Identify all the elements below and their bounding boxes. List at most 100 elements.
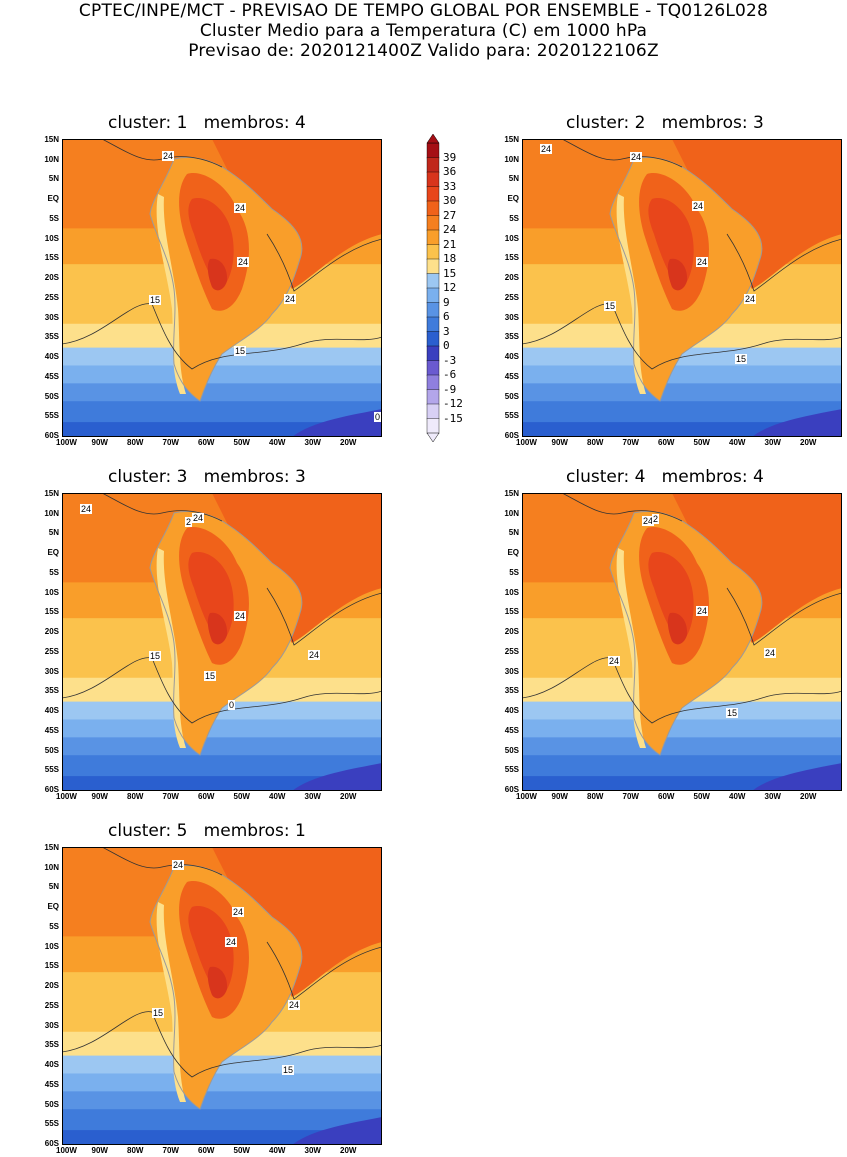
colorbar-level-label: -15: [443, 411, 463, 425]
lat-tick-label: 60S: [504, 431, 519, 440]
colorbar-level-label: 3: [443, 324, 450, 338]
lat-tick-label: 15N: [504, 135, 519, 144]
lat-tick-label: 20S: [504, 273, 519, 283]
colorbar-segment: [426, 273, 440, 289]
lon-tick-label: 70W: [162, 438, 179, 447]
colorbar-top-arrow: [426, 133, 440, 144]
lon-tick-label: 50W: [233, 792, 250, 801]
lon-tick-label: 70W: [162, 1146, 179, 1155]
lon-tick-label: 90W: [551, 792, 568, 801]
lat-tick-label: 5N: [508, 174, 519, 184]
contour-label: 24: [764, 648, 777, 658]
contour-label: 24: [162, 151, 175, 161]
lat-tick-label: 30S: [504, 312, 519, 322]
colorbar-level-label: 33: [443, 179, 457, 193]
lat-tick-label: 35S: [44, 332, 59, 342]
lat-tick-label: 55S: [44, 1119, 59, 1129]
lat-tick-label: 10S: [504, 233, 519, 243]
lat-tick-label: 40S: [44, 706, 59, 716]
lat-tick-label: 15N: [44, 489, 59, 498]
colorbar-segment: [426, 360, 440, 376]
lat-tick-label: 10S: [44, 233, 59, 243]
lat-tick-label: 50S: [44, 391, 59, 401]
lon-tick-label: 100W: [56, 438, 77, 447]
contour-label: 24: [234, 203, 247, 213]
colorbar-level-label: 30: [443, 194, 457, 207]
map-svg: [61, 846, 383, 1149]
lon-tick-label: 20W: [800, 792, 817, 801]
lat-tick-label: 5S: [49, 213, 59, 223]
contour-label: 24: [692, 201, 705, 211]
panel-title-5: cluster: 5 membros: 1: [108, 821, 306, 841]
lon-tick-label: 60W: [198, 438, 215, 447]
lon-tick-label: 20W: [340, 438, 357, 447]
lat-tick-label: 20S: [44, 981, 59, 991]
contour-label: 15: [149, 651, 162, 661]
colorbar-segment: [426, 142, 440, 159]
contour-label: 24: [237, 257, 250, 267]
panel-title-4: cluster: 4 membros: 4: [566, 467, 764, 487]
colorbar-segment: [426, 186, 440, 202]
colorbar-level-label: -3: [443, 353, 457, 367]
colorbar-segment: [426, 215, 440, 231]
lat-tick-label: 60S: [44, 1139, 59, 1148]
lon-tick-label: 50W: [233, 1146, 250, 1155]
colorbar-level-label: 39: [443, 150, 457, 164]
colorbar: [425, 133, 441, 447]
lon-tick-label: 80W: [127, 792, 144, 801]
lon-tick-label: 90W: [551, 438, 568, 447]
lat-tick-label: 10N: [44, 508, 59, 518]
lat-tick-label: 5N: [48, 174, 59, 184]
colorbar-segment: [426, 171, 440, 188]
temperature-map-5: 24 24 24 24 15 15 15N 10N 5N EQ 5S 10S 15S 20S 25S 30S 3…: [44, 843, 383, 1155]
lon-tick-label: 40W: [269, 792, 286, 801]
contour-label: 24: [308, 650, 321, 660]
lat-tick-label: 5N: [48, 528, 59, 538]
lat-tick-label: 15S: [44, 607, 59, 617]
lon-tick-label: 70W: [622, 792, 639, 801]
lat-tick-label: 45S: [44, 1079, 59, 1089]
lat-tick-label: 10N: [44, 154, 59, 164]
contour-label: 15: [604, 301, 617, 311]
lat-tick-label: 20S: [44, 627, 59, 637]
lat-tick-label: 40S: [504, 706, 519, 716]
lat-tick-label: 15S: [504, 253, 519, 263]
lat-tick-label: 25S: [504, 292, 519, 302]
lat-tick-label: 35S: [504, 686, 519, 696]
lat-tick-label: EQ: [507, 194, 519, 204]
contour-label: 24: [744, 294, 757, 304]
lon-tick-label: 80W: [127, 1146, 144, 1155]
colorbar-level-label: 36: [443, 165, 457, 178]
lon-tick-label: 40W: [269, 438, 286, 447]
lon-tick-label: 90W: [91, 792, 108, 801]
contour-label: 2: [185, 517, 193, 527]
lon-tick-label: 60W: [198, 1146, 215, 1155]
colorbar-level-label: -6: [443, 368, 457, 381]
title-line-2: Cluster Medio para a Temperatura (C) em …: [199, 21, 648, 41]
map-svg: [61, 492, 383, 795]
lon-tick-label: 100W: [516, 792, 537, 801]
lat-tick-label: 50S: [44, 745, 59, 755]
lat-tick-label: EQ: [47, 548, 59, 558]
lon-tick-label: 90W: [91, 1146, 108, 1155]
contour-label: 0: [228, 700, 236, 710]
lon-tick-label: 20W: [340, 792, 357, 801]
contour-label: 24: [284, 294, 297, 304]
lat-tick-label: 30S: [44, 312, 59, 322]
colorbar-segment: [426, 302, 440, 318]
lon-tick-label: 60W: [658, 792, 675, 801]
lon-tick-label: 30W: [304, 438, 321, 447]
lat-tick-label: 50S: [504, 391, 519, 401]
lat-tick-label: 15S: [44, 961, 59, 971]
temperature-map-1: 24 24 24 24 15 15 0 15N 10N 5N EQ 5S 10S 15S 20S 25S 30S…: [44, 135, 383, 447]
contour-label: 15: [234, 346, 247, 356]
lon-tick-label: 100W: [516, 438, 537, 447]
lat-tick-label: 40S: [44, 352, 59, 362]
lon-tick-label: 80W: [587, 792, 604, 801]
colorbar-level-label: -9: [443, 382, 457, 396]
colorbar-level-label: 9: [443, 295, 450, 309]
lat-tick-label: 45S: [504, 725, 519, 735]
lat-tick-label: 5S: [509, 213, 519, 223]
lon-tick-label: 60W: [658, 438, 675, 447]
lat-tick-label: 60S: [44, 785, 59, 794]
